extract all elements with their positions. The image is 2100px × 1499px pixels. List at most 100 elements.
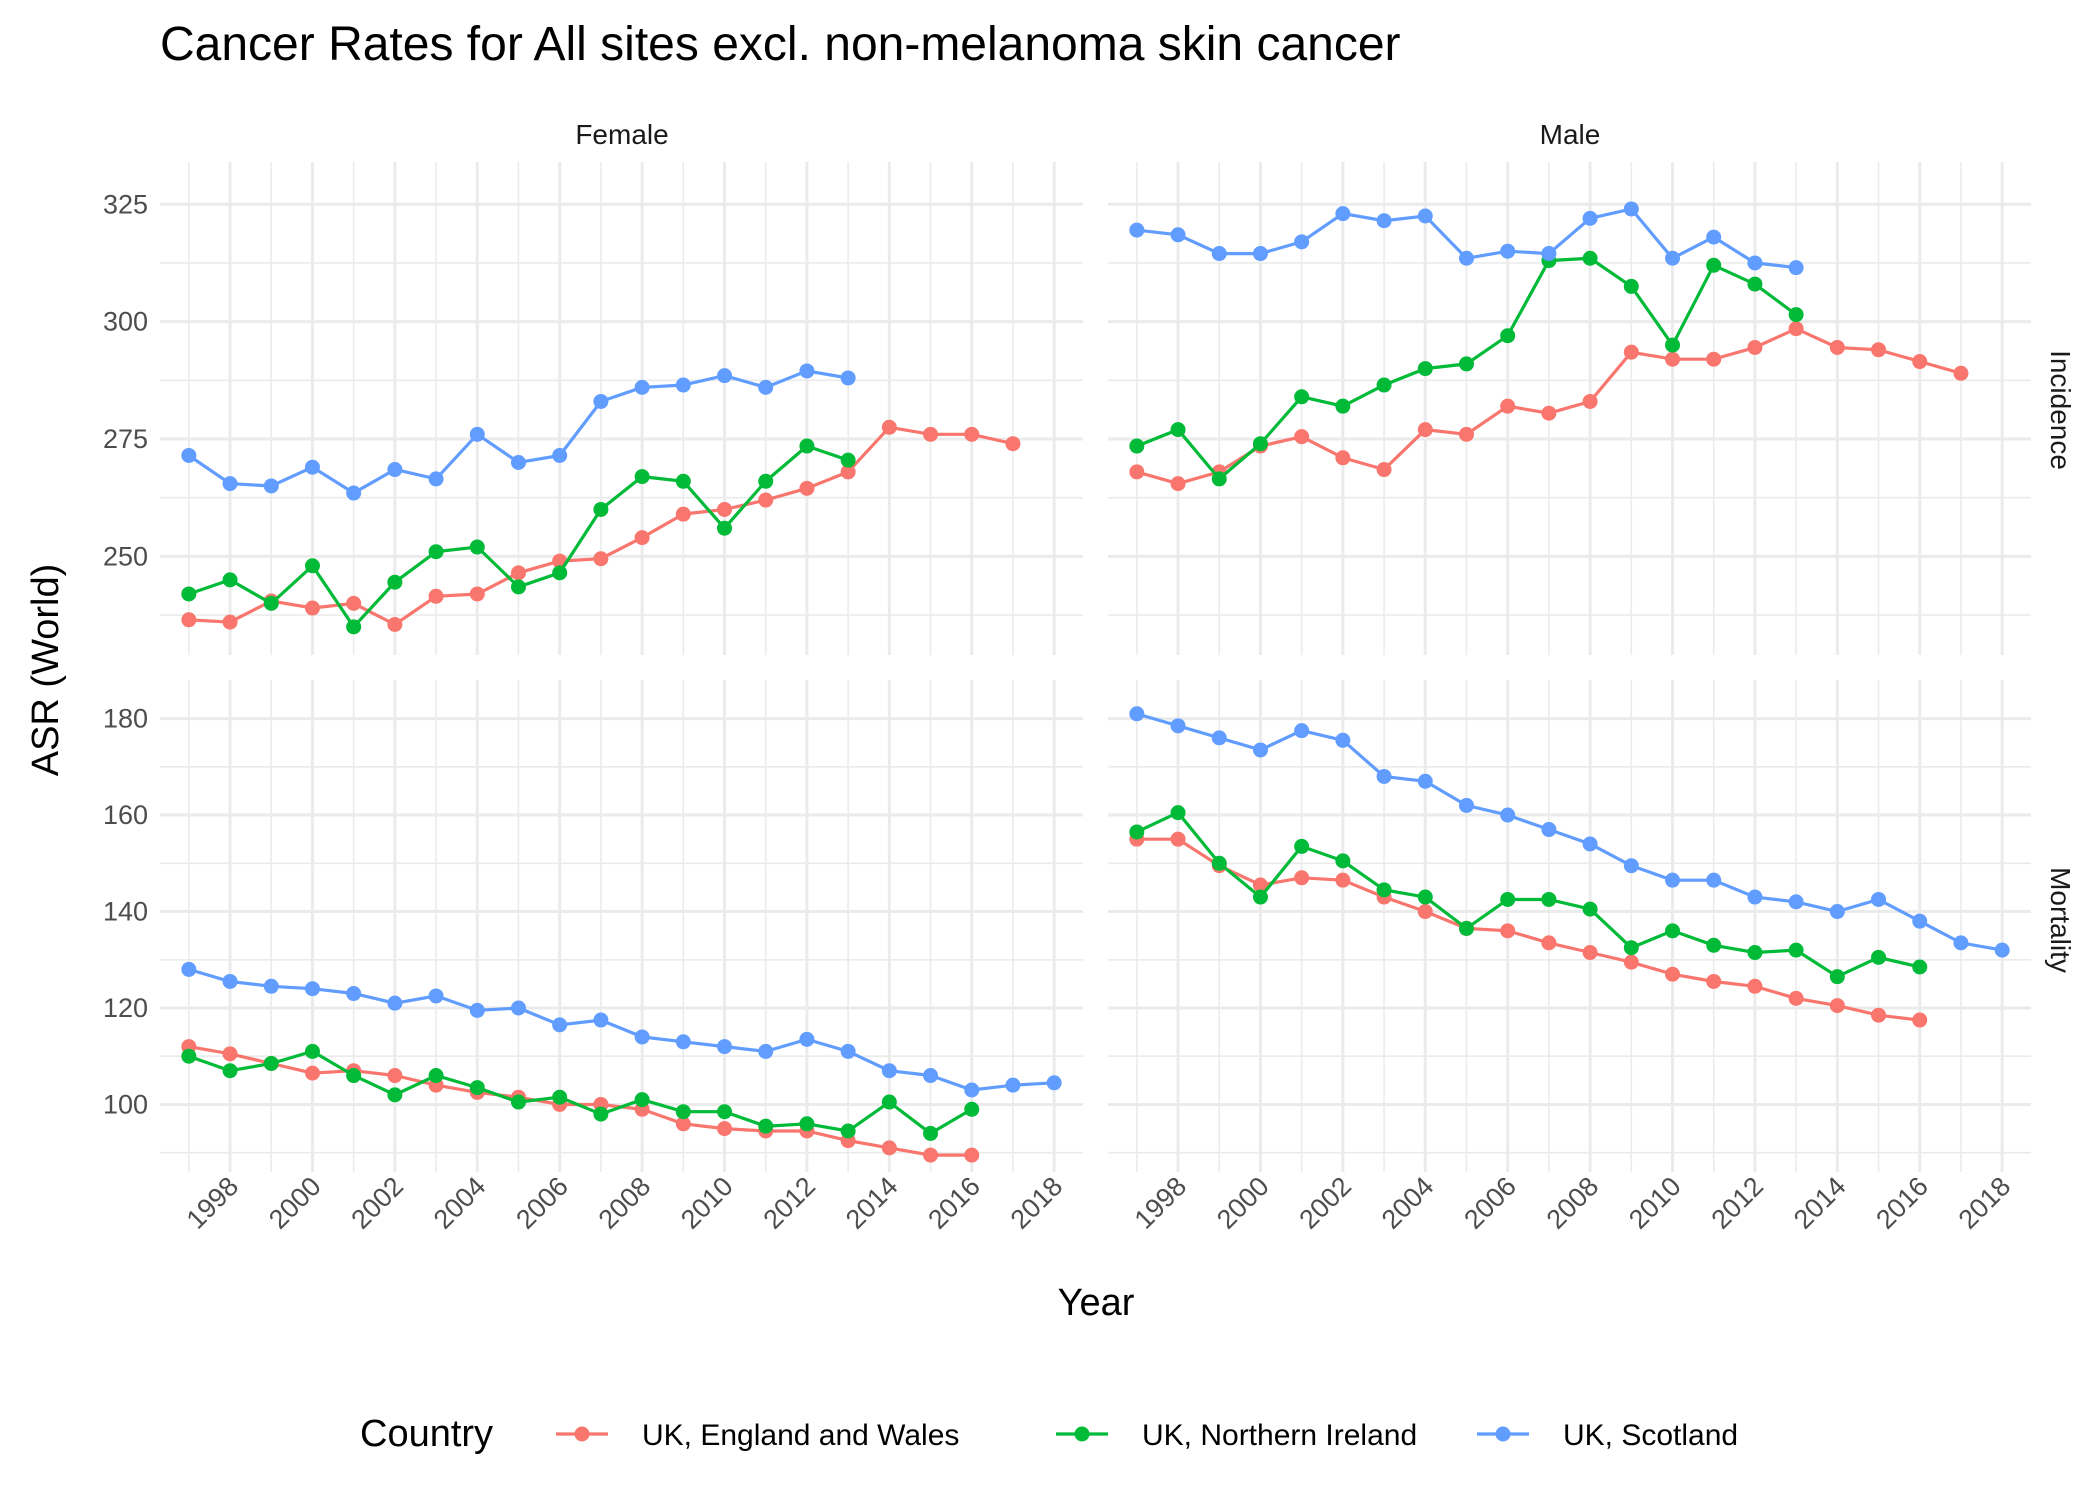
data-point-uk-scotland [758,379,774,395]
data-point-uk-england-and-wales [758,492,774,508]
x-tick-label: 2014 [840,1171,904,1235]
data-point-uk-scotland [634,379,650,395]
data-point-uk-scotland [1747,255,1763,271]
data-point-uk-northern-ireland [1747,945,1763,961]
data-point-uk-scotland [1211,730,1227,746]
data-point-uk-northern-ireland [1170,422,1186,438]
data-point-uk-england-and-wales [1335,450,1351,466]
x-tick-label: 2008 [593,1171,657,1235]
data-point-uk-northern-ireland [923,1125,939,1141]
data-point-uk-scotland [840,370,856,386]
data-point-uk-england-and-wales [1417,422,1433,438]
data-point-uk-northern-ireland [1417,889,1433,905]
data-point-uk-northern-ireland [964,1101,980,1117]
legend-label: UK, Scotland [1563,1419,1738,1452]
data-point-uk-england-and-wales [1747,978,1763,994]
data-point-uk-northern-ireland [469,1080,485,1096]
data-point-uk-scotland [1582,836,1598,852]
data-point-uk-england-and-wales [510,565,526,581]
data-point-uk-scotland [387,462,403,478]
legend-item-uk-scotland: UK, Scotland [1477,1419,1738,1452]
data-point-uk-england-and-wales [428,588,444,604]
data-point-uk-england-and-wales [717,1121,733,1137]
data-point-uk-england-and-wales [923,1147,939,1163]
data-point-uk-northern-ireland [1129,438,1145,454]
data-point-uk-northern-ireland [387,574,403,590]
data-point-uk-northern-ireland [222,1063,238,1079]
data-point-uk-scotland [1376,213,1392,229]
y-tick-label: 160 [103,800,148,830]
legend-key-point [1074,1426,1090,1442]
data-point-uk-england-and-wales [1953,365,1969,381]
data-point-uk-scotland [1252,742,1268,758]
series-line-uk-northern-ireland [188,1049,973,1136]
data-point-uk-northern-ireland [1211,855,1227,871]
panel-female-mortality: 100 120 140 160 180 1998 2000 2002 2004 2006 2008 2… [103,680,1083,1235]
data-point-uk-scotland [675,1034,691,1050]
data-point-uk-england-and-wales [1747,339,1763,355]
data-point-uk-england-and-wales [1170,831,1186,847]
data-point-uk-england-and-wales [1541,935,1557,951]
data-point-uk-northern-ireland [1500,328,1516,344]
data-point-uk-northern-ireland [346,1068,362,1084]
data-point-uk-scotland [1170,227,1186,243]
data-point-uk-scotland [717,368,733,384]
x-tick-label: 2014 [1788,1171,1852,1235]
data-point-uk-northern-ireland [1500,891,1516,907]
data-point-uk-england-and-wales [1871,1007,1887,1023]
data-point-uk-england-and-wales [1335,872,1351,888]
data-point-uk-scotland [510,454,526,470]
data-point-uk-scotland [428,471,444,487]
data-point-uk-england-and-wales [304,600,320,616]
data-point-uk-scotland [1500,243,1516,259]
x-tick-label: 2000 [1211,1171,1275,1235]
legend-item-uk-northern-ireland: UK, Northern Ireland [1056,1419,1417,1452]
panels-layer: 250 275 300 325 100 120 140 160 180 1998 2000 2002 2… [103,162,2031,1235]
series-line-uk-england-and-wales [1136,837,1920,1022]
data-point-uk-scotland [799,363,815,379]
data-point-uk-scotland [1623,201,1639,217]
data-point-uk-northern-ireland [263,1055,279,1071]
data-point-uk-scotland [1252,246,1268,262]
data-point-uk-northern-ireland [1582,250,1598,266]
data-point-uk-scotland [428,988,444,1004]
data-point-uk-england-and-wales [717,501,733,517]
data-point-uk-northern-ireland [552,1089,568,1105]
data-point-uk-northern-ireland [758,473,774,489]
y-tick-label: 275 [103,424,148,454]
data-point-uk-england-and-wales [222,1046,238,1062]
series-line-uk-scotland [188,967,1055,1092]
data-point-uk-england-and-wales [881,1140,897,1156]
data-point-uk-england-and-wales [387,616,403,632]
data-point-uk-scotland [1335,206,1351,222]
x-tick-label: 2006 [1458,1171,1522,1235]
data-point-uk-northern-ireland [1458,356,1474,372]
data-point-uk-england-and-wales [1623,344,1639,360]
y-tick-label: 325 [103,189,148,219]
data-point-uk-scotland [1294,234,1310,250]
panel-female-incidence: 250 275 300 325 [103,162,1083,655]
x-tick-label: 2008 [1541,1171,1605,1235]
legend: Country UK, England and Wales UK, Norther… [360,1413,1738,1455]
data-point-uk-northern-ireland [1665,923,1681,939]
data-point-uk-england-and-wales [593,551,609,567]
data-point-uk-scotland [1170,718,1186,734]
data-point-uk-scotland [1788,260,1804,276]
data-point-uk-scotland [1005,1077,1021,1093]
data-point-uk-scotland [1294,723,1310,739]
data-point-uk-northern-ireland [1541,891,1557,907]
data-point-uk-scotland [1458,250,1474,266]
data-point-uk-northern-ireland [675,473,691,489]
data-point-uk-northern-ireland [840,452,856,468]
data-point-uk-scotland [469,426,485,442]
data-point-uk-scotland [1623,858,1639,874]
data-point-uk-northern-ireland [1294,389,1310,405]
x-tick-label: 2016 [922,1171,986,1235]
x-tick-label: 2016 [1870,1171,1934,1235]
x-tick-label: 2004 [428,1171,492,1235]
data-point-uk-england-and-wales [923,426,939,442]
data-point-uk-england-and-wales [1788,990,1804,1006]
x-tick-label: 2012 [757,1171,821,1235]
data-point-uk-scotland [263,478,279,494]
data-point-uk-northern-ireland [1129,824,1145,840]
